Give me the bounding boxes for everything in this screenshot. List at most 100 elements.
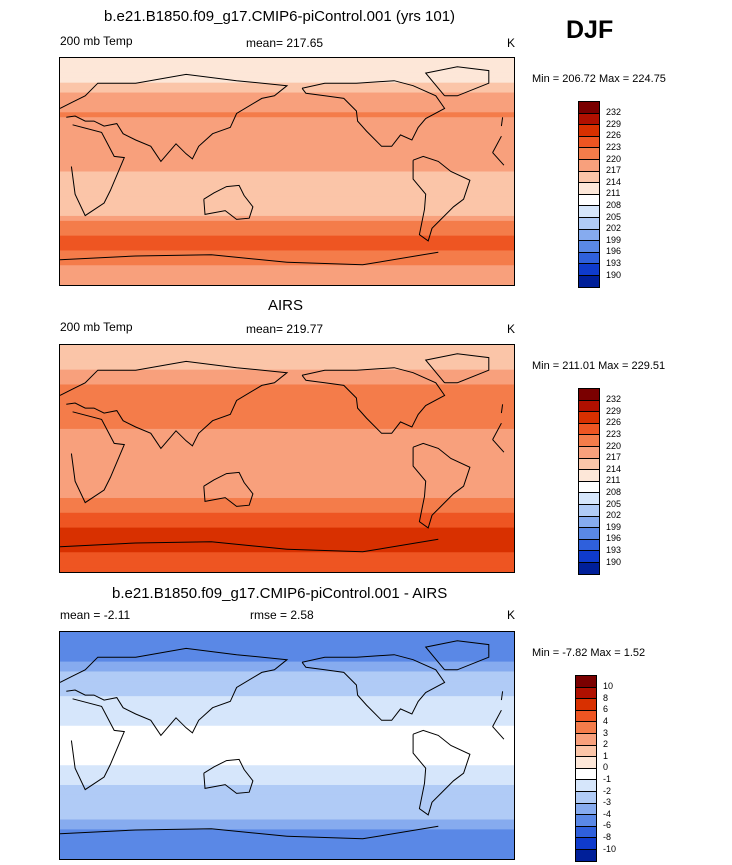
latitude-band [60,735,514,742]
colorbar-label: 4 [603,715,609,726]
panel-2-mean: mean= 219.77 [246,322,324,336]
latitude-band [60,428,514,435]
latitude-band [60,230,514,237]
latitude-band [60,804,514,811]
panel-2-field [60,345,514,572]
latitude-band [60,458,514,465]
coastline [500,117,504,127]
colorbar-label: 190 [606,269,622,280]
coastline [412,155,471,242]
colorbar-label: 214 [606,463,622,474]
latitude-band [60,478,514,484]
latitude-band [60,686,514,692]
panel-1-title: b.e21.B1850.f09_g17.CMIP6-piControl.001 … [104,8,456,25]
colorbar-label: -4 [603,808,612,819]
latitude-band [60,136,514,143]
panel-3-rmse: rmse = 2.58 [250,608,314,622]
coastline [60,254,288,263]
colorbar-label: -8 [603,831,612,842]
latitude-band [60,245,514,252]
latitude-band [60,517,514,524]
coastline [286,825,439,840]
latitude-band [60,414,514,420]
colorbar-swatch [578,562,600,575]
coastline [70,411,126,504]
latitude-band [60,419,514,425]
coastline [492,135,502,153]
latitude-band [60,354,514,361]
colorbar-label: -2 [603,785,612,796]
latitude-band [60,483,514,489]
latitude-band [60,493,514,499]
latitude-band [60,215,514,222]
latitude-band [60,794,514,801]
panel-2-map [59,344,515,573]
coastline [203,471,254,507]
panel-1-minmax: Min = 206.72 Max = 224.75 [532,73,666,85]
panel-1-units: K [507,36,516,50]
coastline [492,709,502,727]
latitude-band [60,636,514,643]
latitude-band [60,122,514,128]
latitude-band [60,720,514,727]
latitude-band [60,740,514,747]
latitude-band [60,552,514,558]
latitude-band [60,423,514,430]
panel-2-variable: 200 mb Temp [60,320,133,334]
latitude-band [60,497,514,504]
latitude-band [60,780,514,786]
colorbar-swatch [575,849,597,862]
coastline [70,124,126,217]
latitude-band [60,522,514,529]
latitude-band [60,770,514,776]
latitude-band [60,512,514,519]
latitude-band [60,97,514,104]
colorbar-label: 6 [603,704,609,715]
latitude-band [60,532,514,539]
latitude-band [60,404,514,410]
latitude-band [60,745,514,752]
latitude-band [60,409,514,415]
colorbar-label: 193 [606,544,622,555]
latitude-band [60,399,514,405]
latitude-band [60,681,514,687]
latitude-band [60,453,514,460]
panel-1-variable: 200 mb Temp [60,34,133,48]
colorbar-label: 1 [603,750,609,761]
colorbar-label: 199 [606,234,622,245]
latitude-band [60,567,514,572]
colorbar-label: 0 [603,762,609,773]
latitude-band [60,260,514,266]
latitude-band [60,463,514,469]
latitude-band [60,92,514,99]
coastline [500,404,504,414]
latitude-band [60,715,514,722]
latitude-band [60,839,514,845]
latitude-band [60,349,514,356]
colorbar-label: 223 [606,141,622,152]
coastline [203,184,254,220]
latitude-band [60,632,514,638]
latitude-band [60,210,514,217]
latitude-band [60,646,514,653]
latitude-band [60,750,514,756]
latitude-band [60,502,514,509]
coastline [492,726,505,740]
latitude-band [60,181,514,187]
latitude-band [60,438,514,445]
colorbar-label: 10 [603,681,614,692]
colorbar-label: 232 [606,107,622,118]
coastline [60,73,289,163]
latitude-band [60,364,514,371]
latitude-band [60,527,514,534]
latitude-band [60,359,514,366]
latitude-band [60,206,514,212]
latitude-band [60,562,514,568]
coastline [60,541,288,550]
latitude-band [60,62,514,69]
panel-1-field [60,58,514,285]
latitude-band [60,547,514,553]
latitude-band [60,235,514,242]
colorbar-label: -1 [603,773,612,784]
coastline [492,152,505,166]
